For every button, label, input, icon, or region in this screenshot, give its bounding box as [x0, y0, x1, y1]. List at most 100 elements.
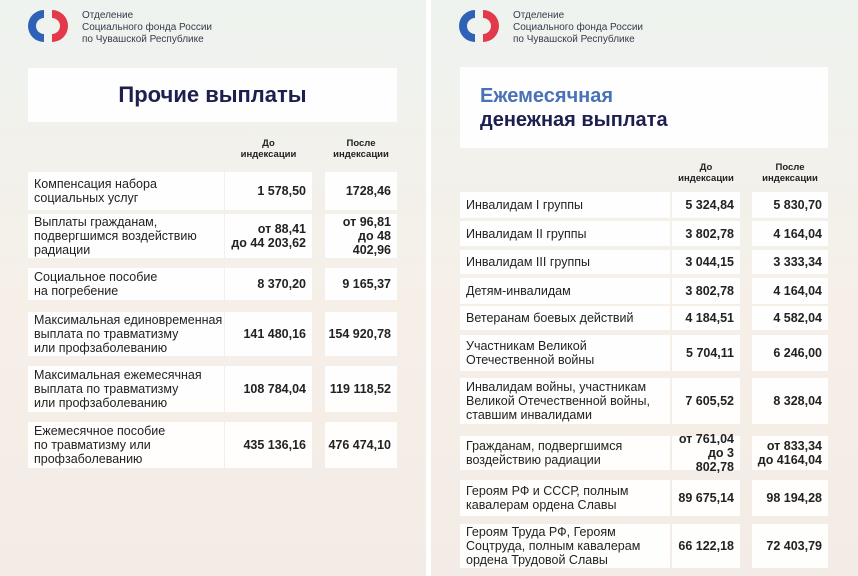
- row-label-line: выплата по травматизму: [34, 327, 179, 341]
- row-label-line: Детям-инвалидам: [466, 284, 571, 298]
- value-line: 8 328,04: [773, 394, 822, 408]
- column-header: После индексации: [752, 162, 828, 184]
- row-label-line: Социальное пособие: [34, 270, 158, 284]
- panel: Отделение Социального фонда России по Чува…: [0, 0, 426, 576]
- row-value: 4 582,04: [752, 306, 828, 330]
- row-value: 435 136,16: [225, 422, 312, 468]
- row-label-line: на погребение: [34, 284, 119, 298]
- value-line: 119 118,52: [329, 382, 391, 396]
- title-box: Ежемесячная денежная выплата: [460, 67, 828, 148]
- row-label: Выплаты гражданам, подвергшимся воздейств…: [28, 214, 224, 258]
- value-line: 72 403,79: [766, 539, 822, 553]
- row-value: 66 122,18: [672, 524, 740, 568]
- org-line: Отделение: [513, 10, 565, 21]
- row-label: Гражданам, подвергшимся воздействию радиа…: [460, 436, 670, 470]
- value-line: от 96,81: [342, 215, 391, 229]
- value-line: 1728,46: [345, 184, 391, 198]
- row-value: 1728,46: [325, 172, 397, 210]
- value-line: до 3 802,78: [695, 446, 734, 474]
- row-label-line: Героям Труда РФ, Героям: [466, 525, 616, 539]
- row-label: Ветеранам боевых действий: [460, 306, 670, 330]
- value-line: 9 165,37: [342, 277, 391, 291]
- value-line: от 88,41: [257, 222, 306, 236]
- column-header-line: индексации: [333, 149, 389, 160]
- row-label: Инвалидам II группы: [460, 221, 670, 246]
- row-value: 154 920,78: [325, 312, 397, 356]
- row-value: 72 403,79: [752, 524, 828, 568]
- value-line: от 833,34: [766, 439, 822, 453]
- value-line: 4 184,51: [685, 311, 734, 325]
- row-label-line: подвергшимся воздействию: [34, 229, 197, 243]
- row-label-line: Инвалидам II группы: [466, 226, 587, 241]
- value-line: 89 675,14: [678, 491, 734, 505]
- column-header: До индексации: [225, 138, 312, 160]
- row-label: Героям РФ и СССР, полным кавалерам ордена…: [460, 480, 670, 516]
- value-line: 6 246,00: [773, 346, 822, 360]
- row-label-line: Инвалидам войны, участникам: [466, 380, 647, 394]
- row-value: 7 605,52: [672, 378, 740, 424]
- value-line: до 48 402,96: [352, 229, 391, 257]
- column-header-line: индексации: [240, 149, 297, 160]
- value-line: 4 164,04: [773, 284, 822, 298]
- row-value: 98 194,28: [752, 480, 828, 516]
- value-line: 476 474,10: [328, 438, 391, 452]
- row-label: Героям Труда РФ, Героям Соцтруда, полным …: [460, 524, 670, 568]
- value-line: 3 802,78: [685, 284, 734, 298]
- value-line: 3 333,34: [773, 255, 822, 269]
- row-label: Инвалидам I группы: [460, 192, 670, 218]
- value-line: 5 704,11: [686, 346, 734, 360]
- value-line: 8 370,20: [257, 277, 306, 291]
- row-label-line: ордена Трудовой Славы: [466, 553, 608, 567]
- row-label-line: Инвалидам III группы: [466, 255, 590, 269]
- row-value: от 833,34 до 4164,04: [752, 436, 828, 470]
- row-label-line: Максимальная единовременная: [34, 313, 223, 327]
- row-value: 4 164,04: [752, 278, 828, 304]
- row-label: Ежемесячное пособие по травматизму или про…: [28, 422, 224, 468]
- row-label: Максимальная ежемесячная выплата по травм…: [28, 366, 224, 412]
- row-label-line: Соцтруда, полным кавалерам: [466, 539, 641, 553]
- row-label-line: ставшим инвалидами: [466, 408, 592, 422]
- value-line: 4 582,04: [773, 311, 822, 325]
- row-value: 3 333,34: [752, 250, 828, 274]
- row-label-line: Ежемесячное пособие: [34, 424, 166, 438]
- value-line: 66 122,18: [678, 539, 734, 553]
- value-line: 98 194,28: [766, 491, 822, 505]
- value-line: 1 578,50: [257, 184, 306, 198]
- column-header-line: После: [775, 162, 805, 173]
- row-label: Социальное пособие на погребение: [28, 268, 224, 300]
- value-line: 5 830,70: [773, 198, 822, 212]
- row-value: 4 184,51: [672, 306, 740, 330]
- value-line: 154 920,78: [328, 327, 391, 341]
- row-value: 8 370,20: [225, 268, 312, 300]
- row-label-line: Участникам Великой: [466, 339, 587, 353]
- title-line: Ежемесячная: [480, 84, 614, 107]
- value-line: 435 136,16: [243, 438, 306, 452]
- row-label-line: воздействию радиации: [466, 453, 601, 467]
- row-label-line: выплата по травматизму: [34, 382, 179, 396]
- row-value: 1 578,50: [225, 172, 312, 210]
- org-line: Отделение: [82, 10, 134, 21]
- column-header-line: индексации: [762, 173, 818, 184]
- row-label-line: или профзаболеванию: [34, 396, 168, 410]
- row-value: от 761,04 до 3 802,78: [672, 432, 740, 474]
- column-header-line: До: [699, 162, 713, 173]
- panel: Отделение Социального фонда России по Чува…: [431, 0, 858, 576]
- row-value: 6 246,00: [752, 335, 828, 371]
- value-line: от 761,04: [678, 432, 734, 446]
- value-line: 3 802,78: [685, 226, 734, 241]
- title-line: денежная выплата: [480, 108, 668, 131]
- row-label-line: Компенсация набора: [34, 177, 157, 191]
- row-label: Максимальная единовременная выплата по тр…: [28, 312, 224, 356]
- value-line: 3 044,15: [685, 255, 734, 269]
- row-value: 8 328,04: [752, 378, 828, 424]
- row-label: Участникам Великой Отечественной войны: [460, 335, 670, 371]
- row-value: 3 044,15: [672, 250, 740, 274]
- row-value: 9 165,37: [325, 268, 397, 300]
- row-value: от 96,81 до 48 402,96: [325, 214, 397, 258]
- row-label-line: Максимальная ежемесячная: [34, 368, 202, 382]
- value-line: 108 784,04: [243, 382, 306, 396]
- row-value: 5 704,11: [672, 335, 740, 371]
- row-label-line: профзаболеванию: [34, 452, 143, 466]
- column-header-line: После: [346, 138, 376, 149]
- row-value: 89 675,14: [672, 480, 740, 516]
